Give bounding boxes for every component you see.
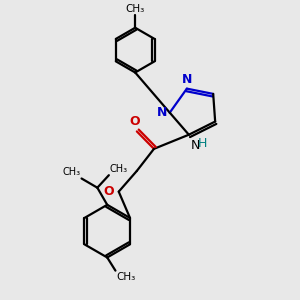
Text: N: N [191, 139, 200, 152]
Text: N: N [157, 106, 167, 119]
Text: O: O [129, 115, 140, 128]
Text: CH₃: CH₃ [110, 164, 128, 174]
Text: N: N [182, 73, 192, 86]
Text: CH₃: CH₃ [62, 167, 80, 177]
Text: O: O [103, 185, 114, 198]
Text: H: H [197, 137, 207, 150]
Text: CH₃: CH₃ [116, 272, 136, 282]
Text: CH₃: CH₃ [126, 4, 145, 14]
